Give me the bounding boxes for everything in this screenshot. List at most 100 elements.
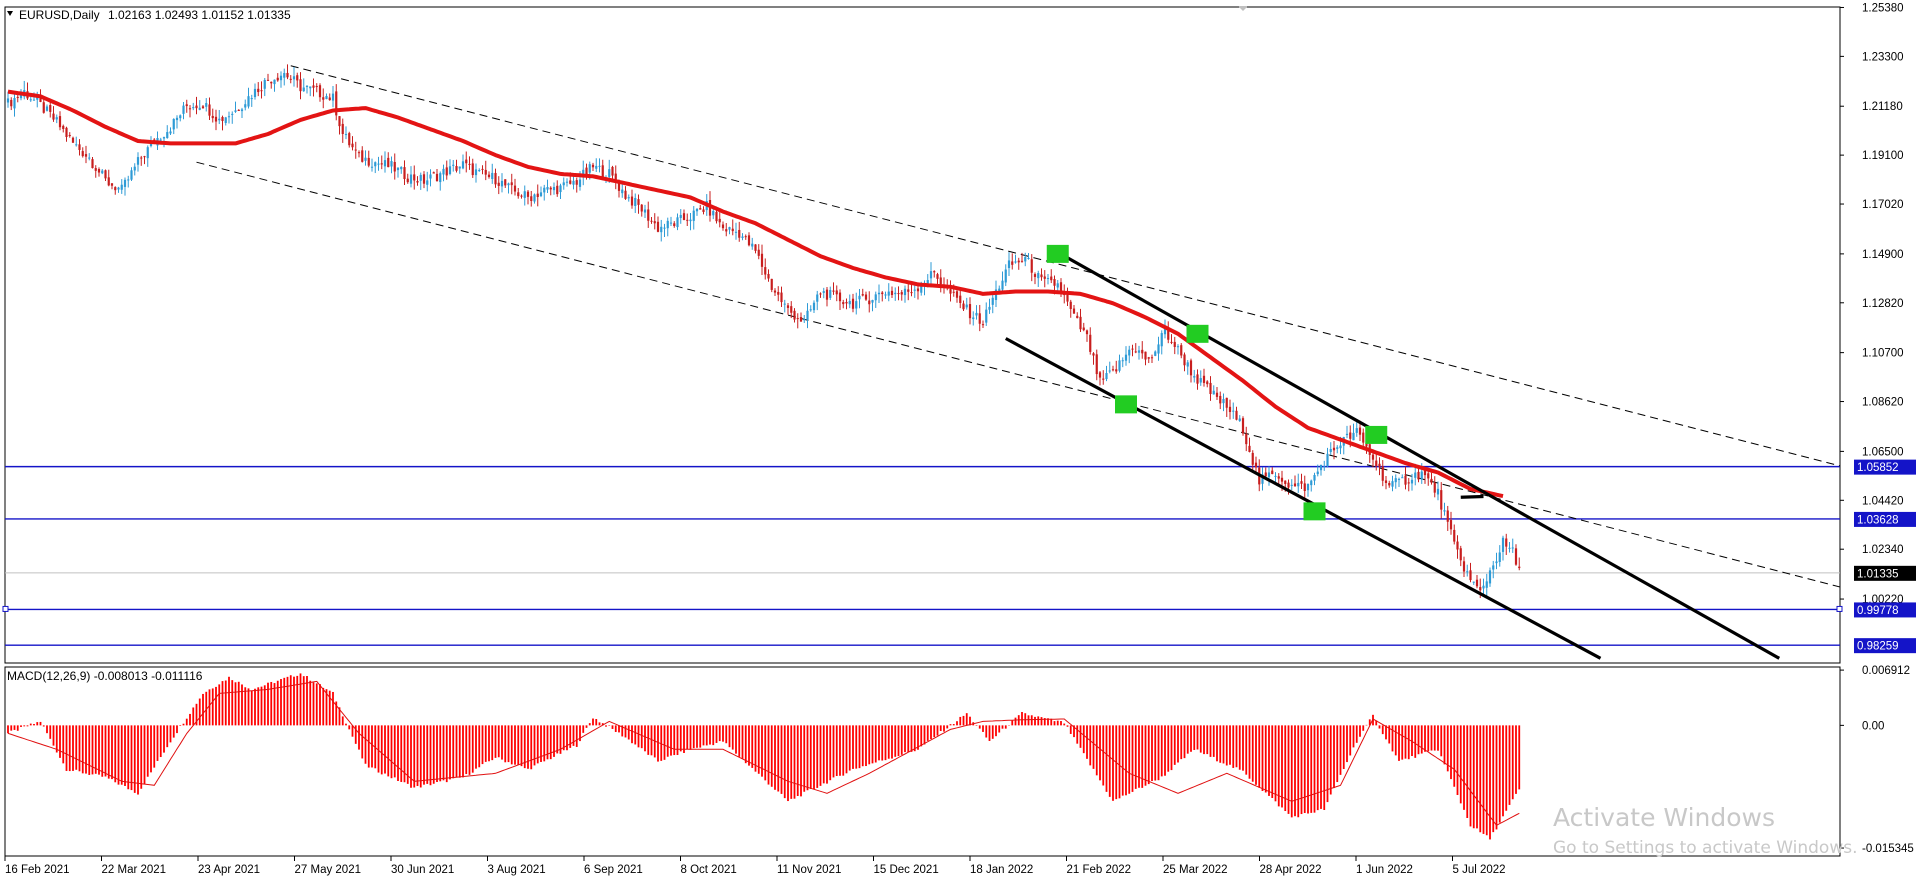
channel-trendline[interactable] [1004, 337, 1602, 660]
candle-body [988, 306, 991, 310]
macd-label: MACD(12,26,9) -0.008013 -0.011116 [7, 669, 203, 683]
candle-body [198, 107, 201, 110]
candle-body [416, 181, 419, 183]
candle-body [1316, 471, 1319, 475]
y-axis-tick-label: 1.21180 [1862, 101, 1903, 113]
chart-shift-icon[interactable] [1238, 6, 1248, 11]
candle-body [49, 105, 52, 112]
candle-body [777, 291, 780, 295]
candle-body [663, 227, 666, 229]
candle-body [1053, 279, 1056, 286]
channel-trendline[interactable] [1460, 494, 1484, 499]
candle-body [679, 214, 682, 219]
touch-point-marker[interactable] [1303, 502, 1326, 521]
candle-body [1397, 478, 1401, 480]
candle-body [799, 317, 803, 322]
candle-body [1436, 488, 1440, 495]
candle-body [1118, 360, 1121, 371]
touch-point-marker[interactable] [1186, 324, 1209, 343]
candle-body [900, 292, 903, 295]
candle-body [1079, 316, 1082, 330]
candle-body [1102, 378, 1105, 380]
level-handle-left[interactable] [2, 605, 9, 612]
candle-body [1173, 341, 1176, 347]
candle-body [494, 172, 497, 185]
candle-body [881, 292, 884, 295]
candle-body [1479, 587, 1482, 591]
candle-body [1329, 448, 1332, 452]
macd-y-axis-tick-label: 0.006912 [1862, 665, 1910, 677]
candle-body [806, 310, 809, 320]
candle-body [1154, 351, 1157, 356]
level-handle-right[interactable] [1836, 605, 1843, 612]
candle-body [796, 318, 799, 320]
dashed-trendline[interactable] [196, 161, 1894, 601]
touch-point-marker[interactable] [1365, 425, 1388, 444]
candle-body [1011, 261, 1014, 265]
touch-point-marker[interactable] [1046, 244, 1069, 263]
candle-body [224, 117, 227, 123]
candle-body [627, 197, 630, 199]
candle-body [211, 115, 214, 119]
candle-body [1349, 432, 1352, 439]
watermark-title: Activate Windows [1553, 803, 1775, 832]
candle-body [689, 219, 692, 222]
candle-body [357, 152, 361, 154]
candle-body [185, 104, 188, 107]
candle-body [214, 116, 218, 122]
candle-body [562, 182, 565, 186]
candle-body [107, 177, 110, 186]
candle-body [380, 163, 383, 165]
channel-trendline[interactable] [1047, 245, 1781, 660]
candle-body [1069, 301, 1072, 309]
candle-body [513, 185, 517, 192]
candle-body [263, 79, 266, 89]
candle-body [1459, 548, 1462, 561]
candle-body [1111, 369, 1115, 371]
candle-body [1381, 466, 1384, 481]
candle-body [1440, 490, 1443, 510]
candle-body [227, 116, 231, 118]
candle-body [1215, 392, 1219, 397]
candle-body [104, 170, 107, 179]
candle-body [702, 209, 705, 212]
candle-body [354, 149, 357, 151]
y-axis-tick-label: 1.04420 [1862, 495, 1904, 507]
candle-body [643, 209, 647, 213]
candle-body [1433, 482, 1436, 493]
candle-body [344, 134, 348, 136]
candle-body [1261, 474, 1264, 484]
y-axis-tick-label: 1.23300 [1862, 51, 1904, 63]
candle-body [543, 187, 546, 193]
candle-body [1482, 585, 1485, 589]
candle-body [487, 174, 491, 177]
candle-body [1163, 328, 1167, 335]
candle-body [1420, 471, 1423, 480]
x-axis-tick-label: 30 Jun 2021 [391, 864, 454, 876]
candle-body [29, 99, 32, 101]
candle-body [1001, 280, 1004, 290]
y-axis-tick-label: 1.08620 [1862, 397, 1904, 409]
candle-body [773, 290, 777, 293]
candle-body [764, 267, 767, 275]
candle-body [991, 297, 994, 305]
candle-body [286, 72, 289, 78]
candle-body [283, 73, 286, 78]
candle-body [572, 180, 575, 185]
candle-body [1248, 445, 1251, 453]
symbol-dropdown-icon[interactable] [7, 11, 13, 16]
candle-body [182, 105, 185, 114]
candle-body [1339, 445, 1342, 449]
candle-body [1430, 478, 1433, 483]
touch-point-marker[interactable] [1115, 395, 1137, 414]
candle-body [1219, 395, 1222, 404]
candle-body [682, 213, 686, 220]
dashed-trendline[interactable] [290, 65, 1893, 480]
candle-body [1456, 541, 1459, 550]
candle-body [1225, 397, 1228, 408]
candle-body [491, 172, 494, 179]
candle-body [1141, 349, 1144, 354]
candle-body [650, 220, 653, 222]
